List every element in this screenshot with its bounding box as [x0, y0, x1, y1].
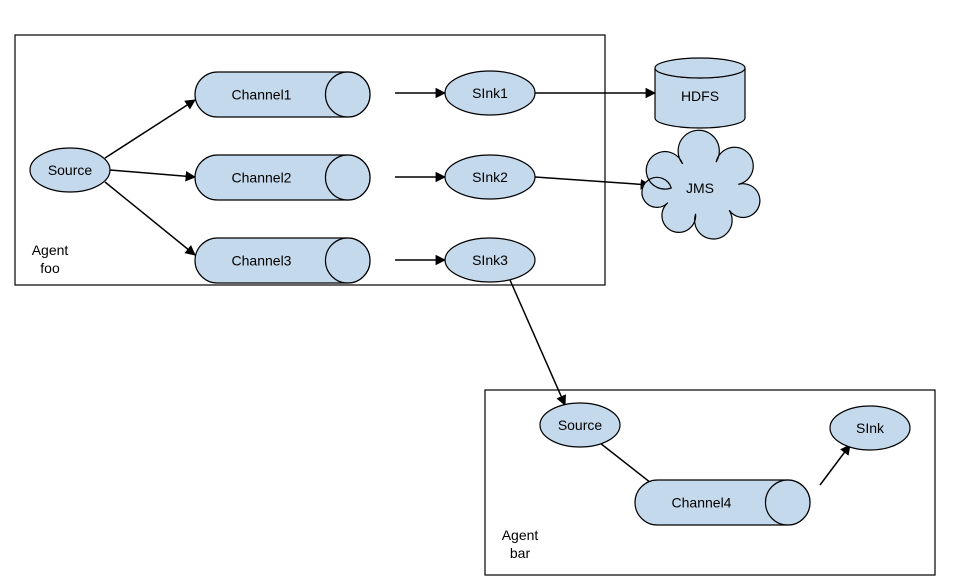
agent_foo-label: Agent: [32, 242, 69, 258]
node-channel1-label: Channel1: [232, 87, 292, 103]
node-source1: Source: [30, 148, 110, 192]
node-sink3-label: SInk3: [472, 252, 508, 268]
agent_bar-label: bar: [510, 545, 531, 561]
edge-sink3-source2: [510, 280, 565, 405]
node-source2-label: Source: [558, 417, 603, 433]
node-sink2-label: SInk2: [472, 169, 508, 185]
node-sink2: SInk2: [445, 155, 535, 199]
edge-source1-channel2: [110, 170, 195, 177]
node-channel3-label: Channel3: [232, 253, 292, 269]
node-channel3: Channel3: [195, 238, 370, 283]
node-sink4: SInk: [830, 406, 910, 450]
diagram-canvas: Agent foo Agent bar Source Channel1 Channel2 Ch…: [0, 0, 975, 586]
node-channel2: Channel2: [195, 155, 370, 200]
node-source2: Source: [540, 403, 620, 447]
node-jms-label: JMS: [686, 180, 714, 196]
node-channel1: Channel1: [195, 72, 370, 117]
edge-channel4-sink4: [820, 445, 850, 485]
node-source1-label: Source: [48, 162, 93, 178]
node-channel4: Channel4: [635, 480, 810, 525]
node-sink4-label: SInk: [856, 420, 885, 436]
node-channel2-label: Channel2: [232, 170, 292, 186]
edge-sink2-jms: [535, 177, 650, 185]
edge-source1-channel1: [105, 100, 195, 158]
node-sink1: SInk1: [445, 71, 535, 115]
node-sink3: SInk3: [445, 238, 535, 282]
edge-source1-channel3: [105, 182, 195, 255]
node-hdfs-label: HDFS: [681, 88, 719, 104]
agent_bar-label: Agent: [502, 527, 539, 543]
agent_foo-label: foo: [40, 260, 60, 276]
node-jms: JMS: [642, 130, 760, 239]
node-channel4-label: Channel4: [672, 495, 732, 511]
node-hdfs: HDFS: [655, 58, 745, 128]
node-sink1-label: SInk1: [472, 85, 508, 101]
